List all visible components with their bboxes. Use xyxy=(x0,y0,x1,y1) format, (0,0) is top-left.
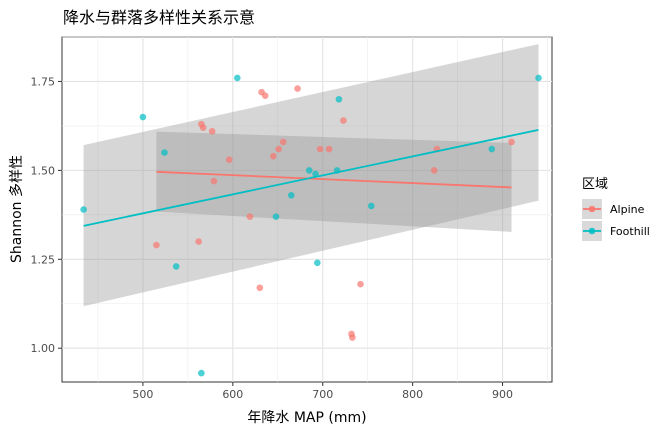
point-alpine xyxy=(246,213,254,220)
point-alpine xyxy=(269,152,277,160)
point-alpine xyxy=(294,85,301,92)
point-alpine xyxy=(195,238,202,245)
point-alpine xyxy=(210,177,218,185)
point-foothill xyxy=(198,369,205,377)
trend-line-alpine xyxy=(156,170,512,189)
point-alpine xyxy=(430,167,438,174)
trend-line-foothill xyxy=(83,128,539,227)
point-foothill xyxy=(367,202,375,210)
point-alpine xyxy=(199,124,207,131)
point-alpine xyxy=(261,92,269,99)
legend-title: 区域 xyxy=(582,177,608,192)
point-foothill xyxy=(287,191,295,199)
point-alpine xyxy=(208,127,216,135)
x-axis: 500 600 700 800 900 xyxy=(132,382,513,401)
point-alpine xyxy=(225,156,233,164)
x-tick-label: 800 xyxy=(402,388,423,401)
point-alpine xyxy=(508,138,515,146)
point-alpine xyxy=(316,145,324,153)
y-axis-title: Shannon 多样性 xyxy=(8,155,25,263)
point-alpine xyxy=(340,117,347,124)
point-alpine xyxy=(349,334,356,341)
point-foothill xyxy=(488,145,496,153)
trend-lines xyxy=(83,128,539,227)
point-foothill xyxy=(234,74,241,82)
point-foothill xyxy=(335,95,343,103)
confidence-band-alpine xyxy=(156,131,512,232)
y-tick-label: 1.50 xyxy=(31,164,56,177)
point-alpine xyxy=(275,145,282,153)
point-foothill xyxy=(535,74,542,82)
point-alpine xyxy=(279,138,287,146)
point-alpine xyxy=(256,284,264,292)
point-foothill xyxy=(314,259,321,267)
y-tick-label: 1.75 xyxy=(31,75,56,88)
point-foothill xyxy=(161,149,168,156)
x-tick-label: 900 xyxy=(492,388,513,401)
y-axis: 1.00 1.25 1.50 1.75 xyxy=(31,75,62,355)
legend-label-foothill: Foothill xyxy=(610,225,650,238)
point-foothill xyxy=(312,170,319,178)
point-foothill xyxy=(172,263,180,270)
point-alpine xyxy=(325,145,333,153)
y-tick-label: 1.00 xyxy=(31,342,56,355)
point-foothill xyxy=(80,206,87,213)
grid-minor xyxy=(62,36,552,382)
legend-label-alpine: Alpine xyxy=(610,203,645,216)
legend-point-foothill xyxy=(588,227,596,235)
point-alpine xyxy=(153,241,160,249)
x-tick-label: 500 xyxy=(132,388,153,401)
legend: 区域 Alpine Foothill xyxy=(582,177,650,241)
y-tick-label: 1.25 xyxy=(31,253,56,266)
point-alpine xyxy=(357,280,364,288)
x-axis-title: 年降水 MAP (mm) xyxy=(247,410,366,426)
x-tick-label: 700 xyxy=(312,388,333,401)
legend-point-alpine xyxy=(588,205,596,213)
data-points xyxy=(80,74,542,377)
point-foothill xyxy=(305,167,313,174)
plot-panel xyxy=(61,36,553,383)
chart-title: 降水与群落多样性关系示意 xyxy=(63,8,255,27)
x-tick-label: 600 xyxy=(222,388,243,401)
point-foothill xyxy=(272,213,280,220)
point-foothill xyxy=(139,113,147,121)
